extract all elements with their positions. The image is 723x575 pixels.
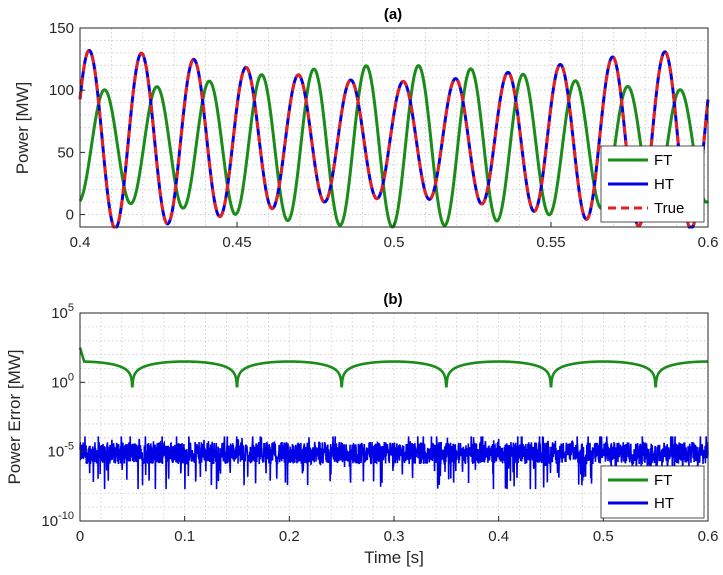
- x-tick-label-a: 0.4: [70, 234, 91, 251]
- x-axis-b: 0 0.1 0.2 0.3 0.4 0.5 0.6: [76, 516, 719, 545]
- legend-label-ft-a: FT: [654, 152, 672, 169]
- legend-label-ht-b: HT: [654, 495, 674, 512]
- panel-b: (b) 0 0.1 0.2 0.3 0.4 0.5 0.6 10-1010-5100105 …: [5, 291, 718, 567]
- x-tick-label-b: 0.4: [488, 528, 509, 545]
- series-line-true-a: [78, 48, 710, 229]
- x-tick-label-a: 0.5: [384, 234, 405, 251]
- y-axis-a: 0 50 100 150: [49, 20, 85, 224]
- x-tick-label-b: 0.1: [174, 528, 195, 545]
- series-lines-b: [78, 347, 709, 490]
- y-tick-label-b: 10-5: [48, 441, 74, 461]
- y-tick-label-b: 105: [51, 302, 74, 322]
- y-tick-label-b: 10-10: [41, 510, 74, 530]
- series-line-ht-b: [79, 436, 709, 490]
- legend-label-ft-b: FT: [654, 472, 672, 489]
- panel-a: (a) 0.4 0.45 0.5 0.55 0.6 0 50 100 150 Power [M…: [13, 6, 718, 251]
- y-tick-label-a: 150: [49, 20, 74, 37]
- x-axis-a: 0.4 0.45 0.5 0.55 0.6: [70, 222, 719, 251]
- x-tick-label-b: 0.5: [593, 528, 614, 545]
- x-tick-label-b: 0.2: [279, 528, 300, 545]
- x-tick-label-b: 0: [76, 528, 84, 545]
- chart-title-a: (a): [384, 6, 402, 23]
- legend-b: FT HT: [600, 465, 705, 519]
- legend-a: FT HT True: [600, 145, 705, 223]
- x-tick-label-b: 0.3: [384, 528, 405, 545]
- x-tick-label-b: 0.6: [698, 528, 719, 545]
- legend-label-ht-a: HT: [654, 176, 674, 193]
- y-axis-label-b: Power Error [MW]: [5, 349, 24, 484]
- series-line-ft-b: [78, 347, 708, 388]
- legend-box-b: [600, 465, 705, 519]
- legend-label-true-a: True: [654, 200, 684, 217]
- y-tick-label-a: 50: [57, 144, 74, 161]
- x-tick-label-a: 0.45: [222, 234, 251, 251]
- y-tick-label-b: 100: [51, 371, 74, 391]
- y-tick-label-a: 100: [49, 82, 74, 99]
- y-axis-b: 10-10 10-5 100 105: [41, 302, 85, 530]
- y-tick-label-a: 0: [66, 207, 74, 224]
- y-axis-label-a: Power [MW]: [13, 82, 32, 175]
- x-tick-label-a: 0.6: [698, 234, 719, 251]
- x-axis-label-b: Time [s]: [364, 548, 424, 567]
- chart-title-b: (b): [383, 291, 402, 308]
- x-tick-label-a: 0.55: [536, 234, 565, 251]
